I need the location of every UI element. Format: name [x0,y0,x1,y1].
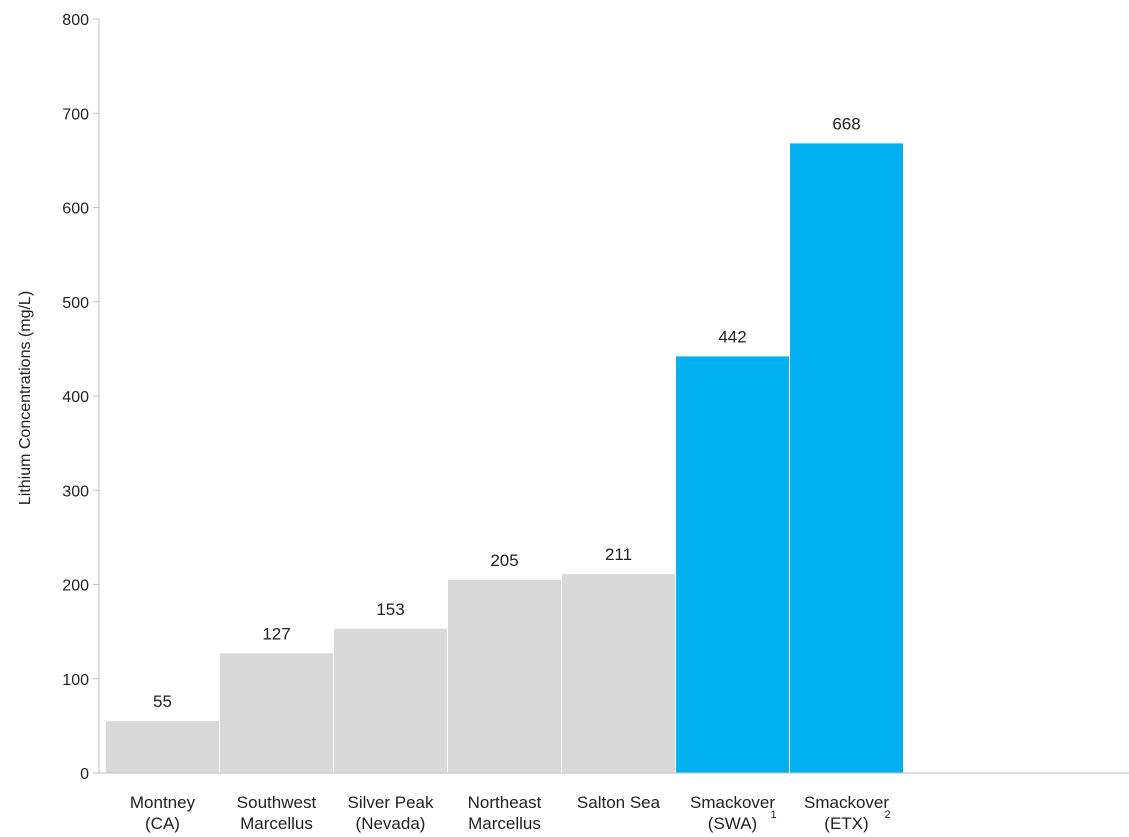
category-label: Smackover [804,793,889,812]
category-label: Marcellus [240,814,313,833]
y-tick-label: 800 [62,12,89,29]
bar [106,721,219,773]
data-label: 211 [605,545,632,564]
footnote-marker: 1 [771,809,777,821]
category-label: (ETX) [824,814,868,833]
bar [676,356,789,773]
category-label: Montney [130,793,196,812]
data-label: 127 [262,624,290,643]
bars: 55 127 153 205 211 442 668 [106,114,903,773]
y-axis: 0 100 200 300 400 500 600 700 800 [62,12,100,783]
category-label: Smackover [690,793,775,812]
category-label: (Nevada) [356,814,426,833]
category-label: (SWA) [708,814,757,833]
category-label: Silver Peak [348,793,434,812]
category-label: Southwest [237,793,317,812]
y-tick-label: 100 [62,672,89,689]
y-tick-label: 600 [62,201,89,218]
bar [562,574,675,773]
y-tick-label: 700 [62,106,89,123]
category-label: Salton Sea [577,793,661,812]
data-label: 205 [490,551,518,570]
bar [334,628,447,773]
y-tick-label: 200 [62,578,89,595]
y-tick-label: 400 [62,389,89,406]
bar [790,143,903,773]
category-label: (CA) [145,814,180,833]
category-label: Marcellus [468,814,541,833]
bar [448,579,561,773]
footnote-marker: 2 [885,809,891,821]
data-label: 668 [832,114,860,133]
y-tick-label: 300 [62,483,89,500]
data-label: 153 [376,600,404,619]
y-axis-title: Lithium Concentrations (mg/L) [17,291,34,505]
y-tick-label: 0 [80,766,89,783]
y-tick-label: 500 [62,295,89,312]
category-label: Northeast [468,793,542,812]
data-label: 442 [718,327,746,346]
data-label: 55 [153,692,172,711]
bar [220,653,333,773]
x-axis: Montney (CA) Southwest Marcellus Silver Peak… [99,772,1129,833]
